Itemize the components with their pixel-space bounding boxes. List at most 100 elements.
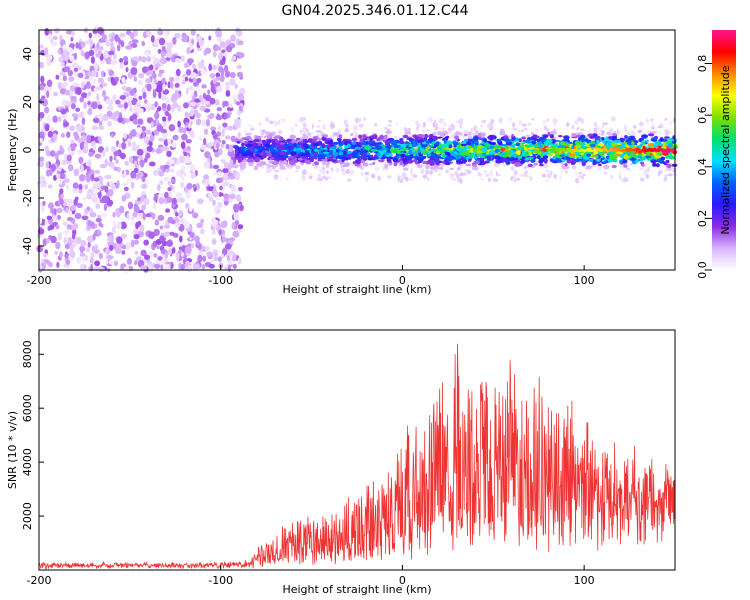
- spectrogram-cell: [59, 251, 63, 258]
- spectrogram-cell: [159, 58, 167, 65]
- spectrogram-cell: [552, 156, 556, 160]
- spectrogram-cell: [68, 210, 73, 217]
- spectrogram-cell: [144, 50, 150, 57]
- spectrogram-cell: [412, 174, 418, 179]
- spectrogram-cell: [79, 111, 85, 119]
- spectrogram-cell: [159, 180, 164, 186]
- spectrogram-cell: [201, 264, 206, 270]
- spectrogram-cell: [322, 124, 326, 130]
- spectrogram-cell: [138, 95, 143, 101]
- spectrogram-cell: [602, 122, 605, 129]
- spectrogram-cell: [181, 244, 186, 253]
- spectrogram-cell: [299, 138, 304, 142]
- spectrogram-cell: [537, 155, 541, 160]
- spectrogram-cell: [119, 58, 124, 63]
- spectrogram-cell: [210, 258, 215, 264]
- spectrogram-cell: [184, 77, 189, 82]
- spectrogram-cell: [448, 132, 453, 135]
- spectrogram-cell: [425, 165, 430, 169]
- spectrogram-cell: [42, 99, 48, 107]
- spectrogram-cell: [107, 235, 112, 243]
- spectrogram-cell: [610, 115, 616, 122]
- spectrogram-cell: [94, 169, 101, 174]
- spectrogram-cell: [68, 76, 75, 82]
- spectrogram-cell: [310, 132, 314, 135]
- spectrogram-cell: [42, 200, 46, 206]
- spectrogram-cell: [443, 122, 447, 128]
- spectrogram-cell: [318, 169, 324, 172]
- spectrogram-cell: [115, 183, 119, 189]
- spectrogram-cell: [153, 78, 158, 84]
- y-tick-label: 40: [21, 47, 34, 61]
- spectrogram-cell: [111, 182, 116, 191]
- spectrogram-cell: [269, 120, 274, 125]
- spectrogram-cell: [166, 150, 172, 157]
- spectrogram-cell: [653, 148, 657, 150]
- spectrogram-cell: [75, 42, 79, 49]
- spectrogram-cell: [307, 132, 311, 136]
- spectrogram-cell: [327, 159, 333, 161]
- spectrogram-cell: [90, 56, 95, 64]
- spectrogram-cell: [46, 261, 52, 266]
- spectrogram-cell: [234, 83, 238, 90]
- spectrogram-cell: [61, 132, 65, 138]
- spectrogram-cell: [207, 89, 211, 95]
- spectrogram-cell: [167, 81, 171, 89]
- spectrogram-cell: [189, 164, 196, 172]
- spectrogram-cell: [130, 239, 135, 248]
- spectrogram-cell: [494, 149, 499, 153]
- spectrogram-cell: [109, 42, 115, 47]
- spectrogram-cell: [516, 177, 520, 181]
- spectrogram-cell: [72, 182, 79, 190]
- spectrogram-cell: [165, 51, 173, 58]
- spectrogram-cell: [310, 152, 314, 158]
- spectrogram-cell: [160, 50, 166, 59]
- spectrogram-cell: [491, 135, 497, 140]
- spectrogram-cell: [526, 144, 533, 148]
- spectrogram-cell: [45, 161, 50, 169]
- spectrogram-cell: [235, 194, 242, 202]
- spectrogram-cell: [485, 173, 490, 177]
- spectrogram-cell: [63, 121, 69, 127]
- spectrogram-cell: [641, 148, 646, 151]
- spectrogram-cell: [459, 123, 463, 129]
- spectrogram-cell: [87, 235, 94, 243]
- spectrogram-cell: [647, 133, 655, 137]
- spectrogram-cell: [210, 85, 216, 93]
- spectrogram-cell: [150, 121, 154, 129]
- spectrogram-cell: [530, 177, 533, 182]
- spectrogram-cell: [171, 142, 177, 148]
- spectrogram-cell: [186, 265, 193, 273]
- spectrogram-cell: [55, 241, 61, 250]
- spectrogram-cell: [108, 69, 115, 77]
- spectrogram-cell: [236, 141, 241, 144]
- spectrogram-cell: [88, 107, 92, 112]
- spectrogram-cell: [125, 242, 131, 250]
- spectrogram-cell: [342, 156, 347, 159]
- spectrogram-cell: [107, 120, 113, 127]
- spectrogram-cell: [133, 239, 139, 245]
- spectrogram-cell: [71, 30, 75, 37]
- spectrogram-cell: [146, 56, 152, 62]
- spectrogram-cell: [93, 62, 99, 70]
- spectrogram-cell: [171, 247, 176, 254]
- spectrogram-cell: [312, 138, 317, 142]
- spectrogram-cell: [495, 171, 498, 177]
- spectrogram-cell: [384, 126, 388, 131]
- spectrogram-cell: [518, 129, 521, 133]
- spectrogram-cell: [519, 174, 524, 177]
- spectrogram-cell: [83, 101, 88, 109]
- spectrogram-cell: [163, 176, 170, 182]
- spectrogram-cell: [311, 163, 315, 167]
- spectrogram-cell: [80, 49, 85, 57]
- spectrogram-cell: [253, 148, 258, 153]
- spectrogram-cell: [598, 149, 602, 152]
- spectrogram-cell: [105, 146, 109, 153]
- spectrogram-cell: [123, 182, 129, 186]
- spectrogram-cell: [229, 71, 236, 79]
- spectrogram-cell: [475, 142, 479, 146]
- spectrogram-cell: [81, 215, 89, 221]
- spectrogram-cell: [596, 139, 600, 144]
- spectrogram-cell: [616, 129, 620, 136]
- spectrogram-cell: [198, 94, 203, 101]
